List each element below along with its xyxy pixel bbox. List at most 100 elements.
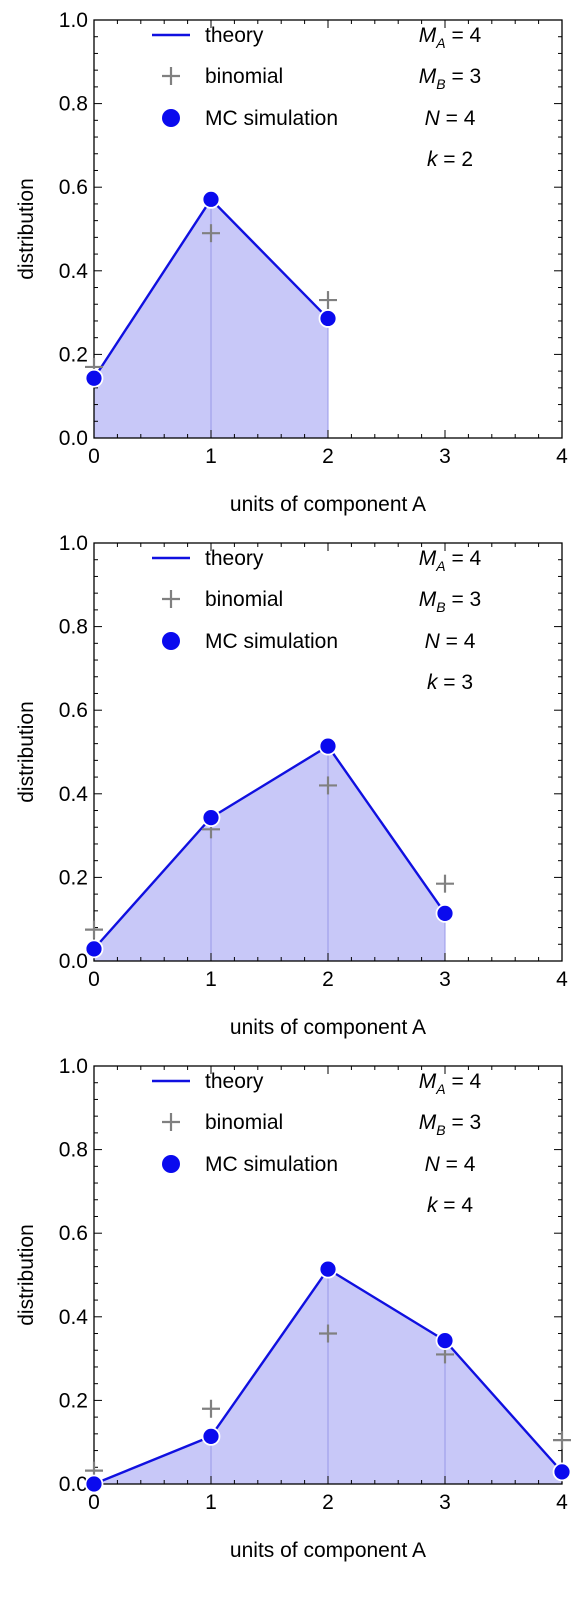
legend-label: MC simulation xyxy=(205,107,338,130)
param-name: N xyxy=(425,1153,441,1176)
param-label: N = 4 xyxy=(425,107,476,130)
x-tick-label: 0 xyxy=(88,1491,100,1514)
param-label: MA = 4 xyxy=(419,547,482,574)
legend-mc-swatch xyxy=(162,109,180,127)
binomial-point xyxy=(553,1431,571,1450)
param-equals: = xyxy=(446,588,470,611)
mc-point xyxy=(84,368,104,388)
y-tick-label: 1.0 xyxy=(59,532,88,555)
mc-point xyxy=(318,309,338,328)
binomial-point xyxy=(319,291,337,310)
mc-point xyxy=(552,1462,572,1482)
legend-label: theory xyxy=(205,1070,264,1093)
param-name: M xyxy=(419,65,437,88)
y-axis-title: distribution xyxy=(15,1224,38,1326)
y-axis-title: distribution xyxy=(15,178,38,280)
theory-fill-area xyxy=(94,746,445,961)
x-tick-label: 3 xyxy=(439,968,451,991)
mc-point xyxy=(84,1474,104,1494)
y-tick-label: 0.2 xyxy=(59,866,88,889)
x-tick-label: 4 xyxy=(556,968,568,991)
param-name: M xyxy=(419,547,437,570)
binomial-point xyxy=(202,224,220,243)
param-value: 4 xyxy=(464,1153,476,1176)
y-tick-label: 0.0 xyxy=(59,950,88,973)
param-name: k xyxy=(427,1194,439,1217)
param-equals: = xyxy=(440,1153,464,1176)
param-subscript: A xyxy=(435,35,445,51)
param-value: 2 xyxy=(461,148,473,171)
x-tick-label: 1 xyxy=(205,1491,217,1514)
y-tick-label: 0.2 xyxy=(59,343,88,366)
legend-mc-swatch xyxy=(162,1155,180,1173)
param-value: 3 xyxy=(470,588,482,611)
x-axis-title: units of component A xyxy=(230,1539,426,1562)
param-value: 4 xyxy=(470,24,482,47)
param-value: 4 xyxy=(461,1194,473,1217)
y-axis-title: distribution xyxy=(15,701,38,803)
param-label: MA = 4 xyxy=(419,24,482,51)
param-value: 4 xyxy=(464,630,476,653)
y-tick-label: 0.4 xyxy=(59,260,89,283)
legend-label: binomial xyxy=(205,65,283,88)
param-equals: = xyxy=(440,630,464,653)
param-value: 4 xyxy=(470,547,482,570)
param-equals: = xyxy=(446,547,470,570)
binomial-point xyxy=(436,874,454,893)
x-tick-label: 2 xyxy=(322,968,334,991)
distribution-plot-1: 0 1 2 3 4 0.0 0.2 0.4 0.6 0.8 1.0 units of componen… xyxy=(15,9,568,516)
param-label: MB = 3 xyxy=(419,1111,481,1138)
legend: theory binomial MC simulation xyxy=(152,1070,338,1176)
param-name: M xyxy=(419,588,437,611)
y-tick-label: 0.6 xyxy=(59,699,88,722)
y-tick-label: 0.0 xyxy=(59,1473,88,1496)
x-tick-label: 2 xyxy=(322,1491,334,1514)
theory-line xyxy=(93,744,446,950)
y-tick-label: 0.6 xyxy=(59,176,88,199)
parameters: MA = 4MB = 3N = 4k = 3 xyxy=(419,547,482,694)
legend-mc-swatch xyxy=(162,632,180,650)
param-equals: = xyxy=(437,1194,461,1217)
mc-point xyxy=(318,736,338,756)
param-equals: = xyxy=(446,1070,470,1093)
param-subscript: A xyxy=(435,1081,445,1097)
x-axis-title: units of component A xyxy=(230,1016,426,1039)
param-label: N = 4 xyxy=(425,1153,476,1176)
param-label: k = 2 xyxy=(427,148,473,171)
y-tick-label: 0.8 xyxy=(59,616,88,639)
param-equals: = xyxy=(437,148,461,171)
binomial-point xyxy=(319,776,337,795)
param-name: M xyxy=(419,1070,437,1093)
x-tick-label: 0 xyxy=(88,445,100,468)
param-label: N = 4 xyxy=(425,630,476,653)
param-subscript: B xyxy=(436,1122,445,1138)
mc-point xyxy=(84,939,104,959)
y-tick-label: 0.6 xyxy=(59,1222,88,1245)
distribution-plot-2: 0 1 2 3 4 0.0 0.2 0.4 0.6 0.8 1.0 units of componen… xyxy=(15,532,568,1039)
param-label: MB = 3 xyxy=(419,65,481,92)
param-value: 4 xyxy=(464,107,476,130)
binomial-point xyxy=(85,920,103,939)
mc-point xyxy=(201,808,221,828)
y-tick-label: 0.8 xyxy=(59,1139,88,1162)
param-equals: = xyxy=(446,65,470,88)
param-label: MA = 4 xyxy=(419,1070,482,1097)
param-equals: = xyxy=(437,671,461,694)
param-value: 3 xyxy=(461,671,473,694)
x-tick-label: 4 xyxy=(556,445,568,468)
x-tick-label: 3 xyxy=(439,1491,451,1514)
x-axis-title: units of component A xyxy=(230,493,426,516)
legend-label: binomial xyxy=(205,588,283,611)
param-value: 3 xyxy=(470,65,482,88)
param-name: N xyxy=(425,107,441,130)
legend: theory binomial MC simulation xyxy=(152,547,338,653)
parameters: MA = 4 MB = 3 N = 4 k = 2 xyxy=(419,24,482,171)
param-equals: = xyxy=(440,107,464,130)
y-tick-label: 0.4 xyxy=(59,1306,89,1329)
param-equals: = xyxy=(446,24,470,47)
binomial-point xyxy=(202,1399,220,1418)
param-label: k = 4 xyxy=(427,1194,473,1217)
y-tick-label: 1.0 xyxy=(59,1055,88,1078)
param-subscript: B xyxy=(436,599,445,615)
param-name: M xyxy=(419,24,437,47)
